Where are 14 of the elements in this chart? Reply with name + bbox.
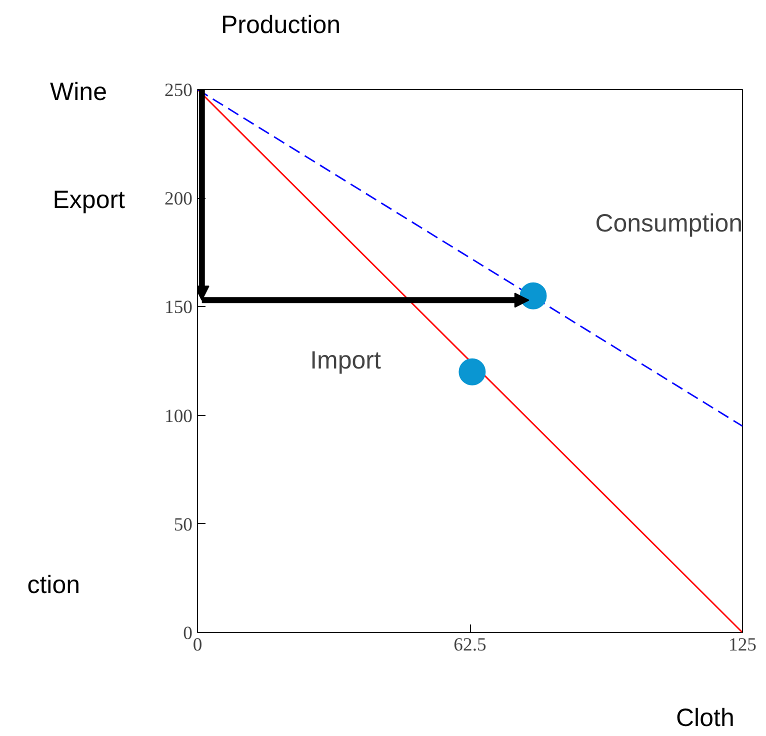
text: ction bbox=[27, 571, 80, 599]
y-tick-label: 250 bbox=[164, 80, 192, 101]
y-tick-label: 100 bbox=[164, 406, 192, 427]
y-tick-label: 50 bbox=[174, 514, 192, 536]
y-tick-label: 150 bbox=[164, 297, 192, 318]
annotation: Consumption bbox=[595, 210, 743, 238]
annotation: Import bbox=[310, 346, 381, 374]
y-tick-label: 200 bbox=[164, 188, 192, 210]
text: Export bbox=[52, 186, 125, 214]
x-axis-title: Cloth bbox=[676, 704, 734, 732]
x-tick-label: 62.5 bbox=[454, 634, 486, 656]
x-tick-label: 125 bbox=[728, 634, 756, 656]
y-axis-title: Wine bbox=[50, 78, 107, 106]
chart-title: Production bbox=[221, 11, 341, 39]
